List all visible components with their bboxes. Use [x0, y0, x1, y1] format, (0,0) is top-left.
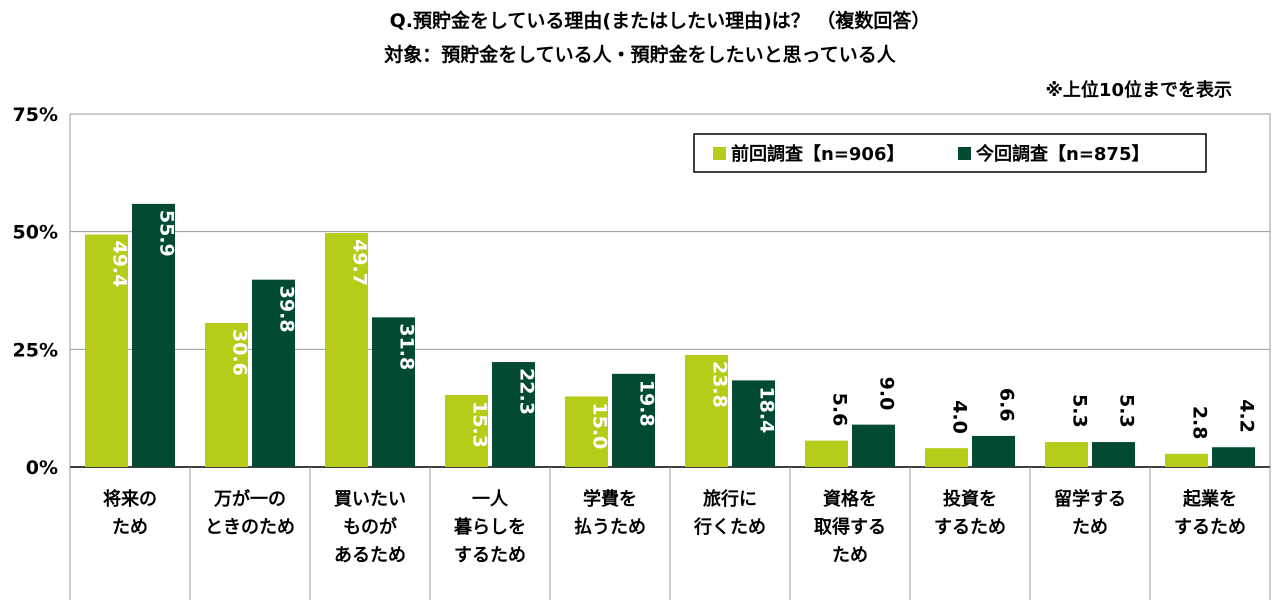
- bar-current: [972, 435, 1015, 467]
- category-label: 一人: [472, 489, 509, 510]
- category-label: ときのため: [205, 517, 295, 538]
- value-label: 9.0: [876, 377, 898, 411]
- value-label: 2.8: [1189, 406, 1211, 440]
- bar-previous: [805, 440, 848, 467]
- bar-current: [732, 380, 775, 467]
- category-label: ため: [112, 517, 148, 538]
- category-label: するため: [454, 545, 526, 566]
- value-label: 22.3: [516, 368, 538, 415]
- bar-current: [372, 317, 415, 467]
- bar-previous: [685, 354, 728, 467]
- value-label: 5.3: [1116, 394, 1138, 428]
- value-label: 5.3: [1069, 394, 1091, 428]
- bar-previous: [205, 322, 248, 467]
- category-label: ため: [832, 545, 868, 566]
- bar-current: [252, 279, 295, 467]
- category-label: 買いたい: [334, 489, 406, 510]
- category-label: 将来の: [103, 488, 157, 510]
- value-label: 31.8: [396, 323, 418, 370]
- y-tick-label: 75%: [13, 104, 58, 126]
- category-label: 払うため: [574, 516, 646, 538]
- category-label: ものが: [343, 516, 397, 538]
- chart-subtitle: 対象：預貯金をしている人・預貯金をしたいと思っている人: [384, 44, 896, 66]
- value-label: 49.4: [109, 240, 131, 287]
- legend-box: [693, 133, 1207, 173]
- value-label: 4.0: [949, 400, 971, 434]
- value-label: 39.8: [276, 286, 298, 333]
- value-label: 6.6: [996, 388, 1018, 422]
- category-label: 資格を: [823, 488, 877, 510]
- category-label: あるため: [334, 545, 406, 566]
- value-label: 23.8: [709, 361, 731, 408]
- bar-previous: [925, 448, 968, 467]
- y-tick-label: 50%: [13, 222, 58, 244]
- category-label: ため: [1072, 517, 1108, 538]
- category-label: 学費を: [583, 488, 637, 510]
- bar-previous: [85, 234, 128, 467]
- value-label: 55.9: [156, 210, 178, 257]
- chart-title: Q.預貯金をしている理由(またはしたい理由)は？ （複数回答）: [389, 10, 931, 32]
- bar-previous: [325, 233, 368, 467]
- legend-label: 今回調査【n=875】: [976, 143, 1149, 165]
- bar-previous: [445, 394, 488, 467]
- value-label: 15.0: [589, 402, 611, 449]
- value-label: 15.3: [469, 401, 491, 448]
- bar-previous: [1045, 442, 1088, 467]
- value-label: 30.6: [229, 329, 251, 376]
- category-label: するため: [934, 517, 1006, 538]
- bar-current: [492, 362, 535, 467]
- category-label: 万が一の: [213, 488, 286, 510]
- legend-swatch: [713, 147, 726, 160]
- category-label: 旅行に: [703, 488, 757, 510]
- value-label: 5.6: [829, 393, 851, 427]
- value-label: 49.7: [349, 239, 371, 286]
- bar-current: [852, 424, 895, 467]
- bar-current: [1212, 447, 1255, 467]
- bar-previous: [565, 396, 608, 467]
- chart-note: ※上位10位までを表示: [1045, 80, 1232, 101]
- category-label: 暮らしを: [453, 517, 526, 538]
- bar-current: [612, 373, 655, 467]
- legend-swatch: [958, 147, 971, 160]
- value-label: 4.2: [1236, 399, 1258, 433]
- value-label: 18.4: [756, 386, 778, 433]
- bar-current: [1092, 442, 1135, 467]
- category-label: するため: [1174, 517, 1246, 538]
- bar-previous: [1165, 453, 1208, 467]
- category-label: 取得する: [814, 516, 886, 538]
- y-tick-label: 25%: [13, 339, 58, 361]
- category-label: 行くため: [693, 516, 766, 538]
- value-label: 19.8: [636, 380, 658, 427]
- category-label: 留学する: [1054, 488, 1126, 510]
- category-label: 投資を: [943, 488, 997, 510]
- category-label: 起業を: [1182, 488, 1237, 510]
- legend-label: 前回調査【n=906】: [731, 143, 904, 165]
- bar-current: [132, 203, 175, 467]
- y-tick-label: 0%: [26, 457, 58, 479]
